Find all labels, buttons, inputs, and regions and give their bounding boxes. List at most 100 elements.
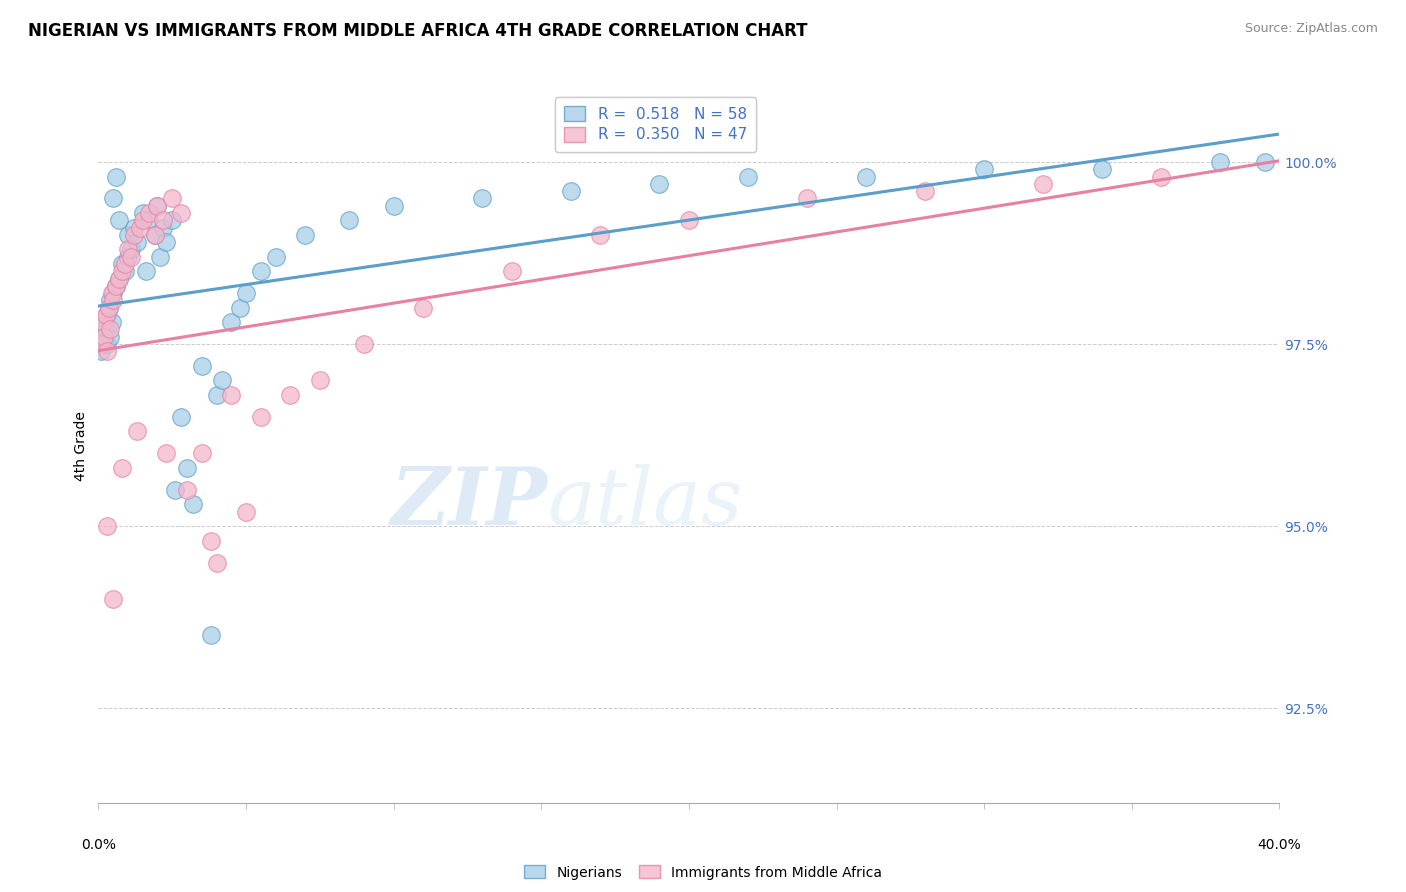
Point [914, 184, 936, 198]
Point [294, 227, 316, 242]
Point [155, 446, 177, 460]
Point [97, 301, 120, 315]
Point [97, 301, 120, 315]
Point [103, 286, 125, 301]
Point [1254, 155, 1277, 169]
Point [100, 315, 122, 329]
Point [103, 191, 125, 205]
Point [111, 264, 134, 278]
Point [501, 264, 523, 278]
Point [205, 556, 228, 570]
Point [678, 213, 700, 227]
Point [96, 337, 118, 351]
Point [93, 330, 115, 344]
Point [125, 235, 148, 249]
Point [412, 301, 434, 315]
Point [135, 264, 157, 278]
Point [94, 322, 117, 336]
Point [143, 227, 166, 242]
Point [471, 191, 494, 205]
Point [146, 199, 169, 213]
Point [165, 483, 187, 497]
Point [96, 308, 118, 322]
Point [114, 264, 136, 278]
Point [143, 227, 166, 242]
Point [382, 199, 405, 213]
Y-axis label: 4th Grade: 4th Grade [75, 411, 89, 481]
Point [200, 533, 222, 548]
Point [205, 388, 228, 402]
Point [128, 220, 150, 235]
Point [96, 519, 118, 533]
Point [94, 308, 117, 322]
Point [96, 344, 118, 359]
Point [111, 460, 134, 475]
Point [973, 162, 995, 177]
Text: atlas: atlas [547, 465, 742, 541]
Point [132, 213, 155, 227]
Point [103, 591, 125, 606]
Point [278, 388, 302, 402]
Point [125, 425, 148, 439]
Point [98, 322, 121, 336]
Point [152, 220, 174, 235]
Point [149, 250, 172, 264]
Point [103, 293, 125, 308]
Point [191, 359, 214, 373]
Point [111, 257, 134, 271]
Point [176, 460, 198, 475]
Point [250, 264, 273, 278]
Point [648, 177, 671, 191]
Legend: R =  0.518   N = 58, R =  0.350   N = 47: R = 0.518 N = 58, R = 0.350 N = 47 [555, 97, 756, 152]
Point [353, 337, 375, 351]
Point [117, 227, 139, 242]
Point [91, 315, 114, 329]
Point [93, 315, 115, 329]
Point [132, 206, 155, 220]
Text: 40.0%: 40.0% [1257, 838, 1302, 853]
Point [120, 250, 142, 264]
Point [250, 409, 273, 424]
Point [221, 388, 243, 402]
Point [93, 337, 115, 351]
Point [146, 199, 169, 213]
Text: NIGERIAN VS IMMIGRANTS FROM MIDDLE AFRICA 4TH GRADE CORRELATION CHART: NIGERIAN VS IMMIGRANTS FROM MIDDLE AFRIC… [28, 22, 807, 40]
Text: 0.0%: 0.0% [82, 838, 115, 853]
Point [117, 250, 139, 264]
Point [1150, 169, 1173, 184]
Text: Source: ZipAtlas.com: Source: ZipAtlas.com [1244, 22, 1378, 36]
Point [221, 315, 243, 329]
Point [108, 271, 131, 285]
Point [122, 220, 145, 235]
Point [122, 227, 145, 242]
Legend: Nigerians, Immigrants from Middle Africa: Nigerians, Immigrants from Middle Africa [519, 860, 887, 885]
Point [560, 184, 582, 198]
Point [1209, 155, 1232, 169]
Point [98, 293, 121, 308]
Point [170, 409, 193, 424]
Point [855, 169, 877, 184]
Point [176, 483, 198, 497]
Text: ZIP: ZIP [391, 465, 547, 541]
Point [1032, 177, 1054, 191]
Point [138, 206, 160, 220]
Point [105, 278, 128, 293]
Point [108, 213, 131, 227]
Point [138, 213, 160, 227]
Point [105, 169, 128, 184]
Point [162, 191, 183, 205]
Point [589, 227, 612, 242]
Point [114, 257, 136, 271]
Point [108, 271, 131, 285]
Point [181, 497, 204, 511]
Point [90, 344, 112, 359]
Point [90, 337, 112, 351]
Point [105, 278, 128, 293]
Point [211, 374, 233, 388]
Point [339, 213, 360, 227]
Point [737, 169, 759, 184]
Point [264, 250, 287, 264]
Point [200, 628, 222, 642]
Point [170, 206, 193, 220]
Point [309, 374, 332, 388]
